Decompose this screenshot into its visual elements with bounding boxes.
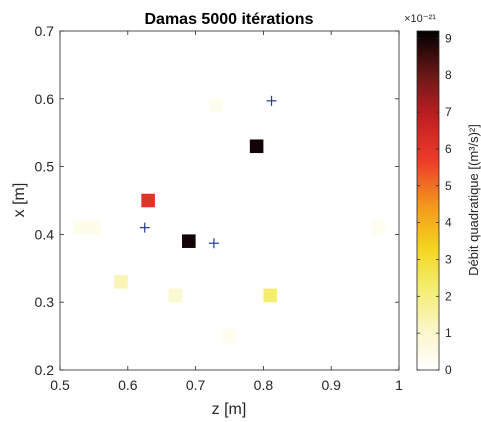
y-tick-label: 0.6 [35, 91, 55, 107]
y-tick-label: 0.2 [35, 362, 55, 378]
x-tick-label: 0.9 [321, 377, 341, 393]
heatmap-cell [73, 220, 88, 235]
x-tick-label: 0.5 [50, 377, 70, 393]
x-tick-label: 0.7 [186, 377, 206, 393]
heatmap-cell [87, 220, 101, 235]
x-tick-label: 1 [395, 377, 403, 393]
plus-marker [139, 222, 150, 233]
colorbar-tick-label: 0 [445, 363, 452, 377]
heatmap-cell [182, 234, 196, 248]
colorbar-label: Débit quadratique [(m³/s)²] [466, 124, 481, 276]
plot-frame [59, 30, 400, 371]
x-axis-label: z [m] [212, 401, 247, 418]
heatmap-cell [371, 220, 386, 235]
colorbar-tick-label: 3 [445, 252, 452, 266]
colorbar-tick-label: 2 [445, 289, 452, 303]
colorbar-tick-label: 9 [445, 31, 452, 45]
heatmap-cells [73, 98, 386, 343]
heatmap-cell [114, 275, 128, 289]
heatmap-cell [141, 193, 155, 208]
y-tick-label: 0.7 [35, 23, 55, 39]
heatmap-cell [222, 329, 237, 343]
plus-marker [266, 95, 277, 106]
heatmap-cell [209, 98, 223, 113]
colorbar-tick-label: 7 [445, 105, 452, 119]
colorbar-exponent: ×10⁻²¹ [404, 13, 436, 25]
colorbar-tick-label: 1 [445, 326, 452, 340]
colorbar-tick-label: 4 [445, 216, 452, 230]
chart-title: Damas 5000 itérations [145, 11, 314, 28]
x-tick-label: 0.8 [254, 377, 274, 393]
colorbar-tick-label: 6 [445, 142, 452, 156]
y-axis: 0.2 0.3 0.4 0.5 0.6 0.7 [35, 23, 399, 378]
y-axis-label: x [m] [11, 183, 28, 218]
source-markers [139, 95, 277, 249]
plus-marker [208, 238, 219, 249]
y-tick-label: 0.3 [35, 294, 55, 310]
x-axis: 0.5 0.6 0.7 0.8 0.9 1 [50, 31, 403, 393]
y-tick-label: 0.4 [35, 226, 55, 242]
colorbar-tick-label: 8 [445, 68, 452, 82]
heatmap-cell [249, 139, 264, 154]
colorbar [416, 30, 440, 371]
heatmap-cell [168, 288, 183, 303]
x-tick-label: 0.6 [118, 377, 138, 393]
y-tick-label: 0.5 [35, 159, 55, 175]
colorbar-ticks: 0 1 2 3 4 5 6 7 8 9 [417, 31, 452, 377]
colorbar-tick-label: 5 [445, 179, 452, 193]
heatmap-cell [263, 288, 277, 303]
